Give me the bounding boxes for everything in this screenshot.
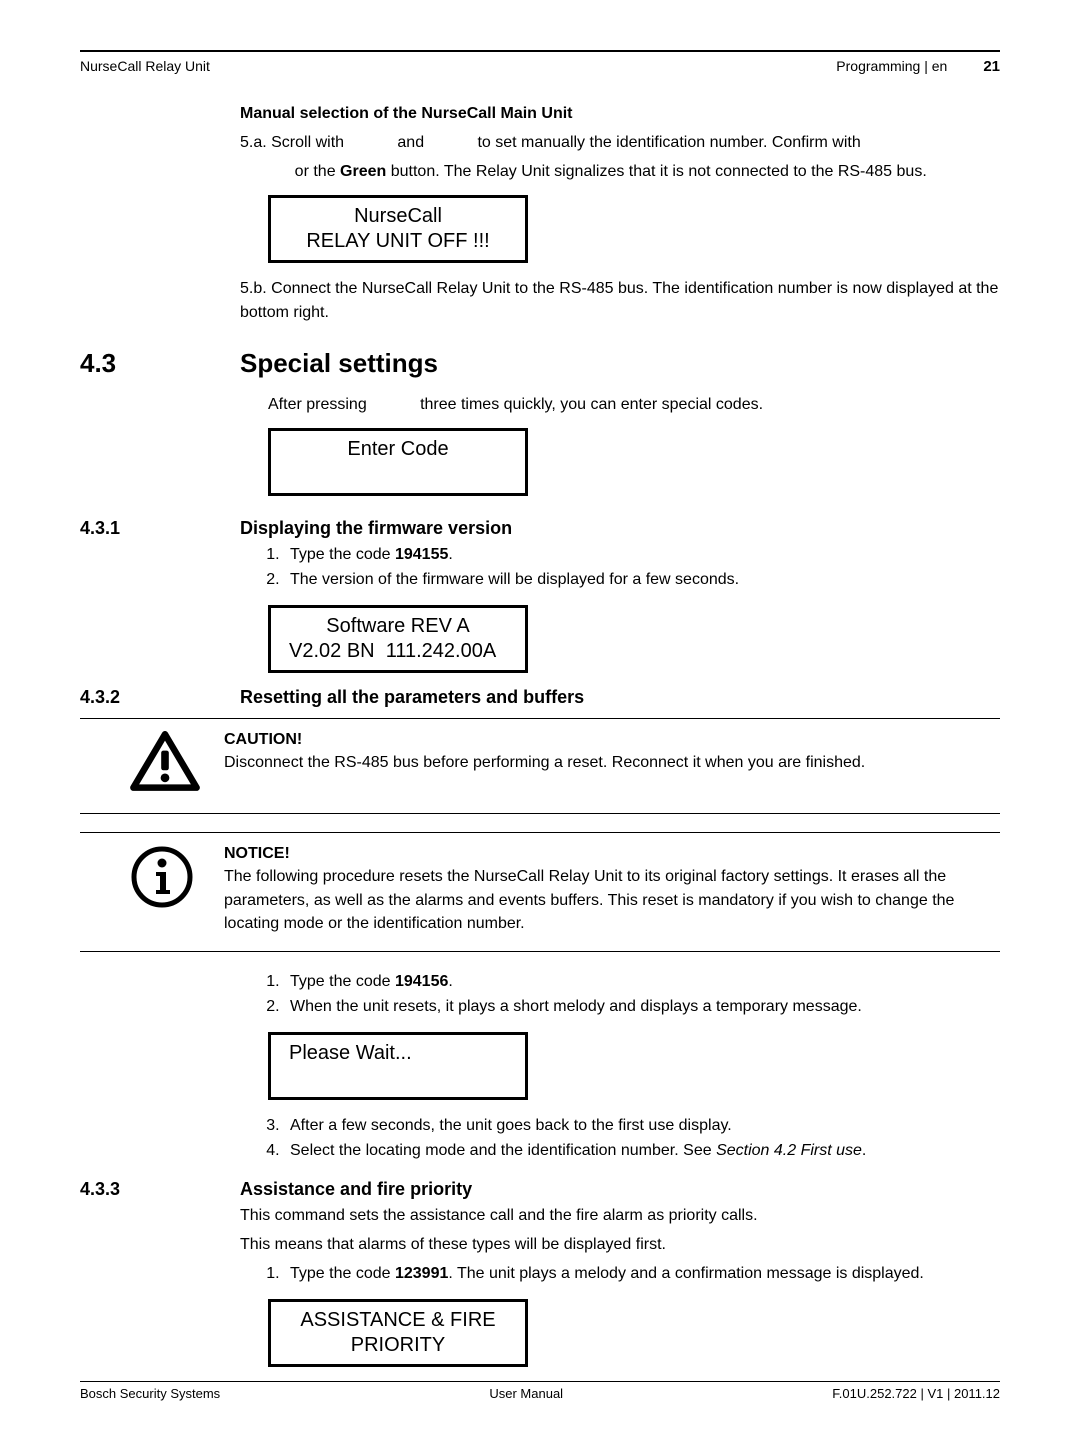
section-4-3-2-heading: 4.3.2 Resetting all the parameters and b… [240, 687, 1000, 708]
list-item: The version of the firmware will be disp… [284, 568, 1000, 591]
caution-callout: CAUTION! Disconnect the RS-485 bus befor… [80, 718, 1000, 814]
lcd-firmware: Software REV A V2.02 BN 111.242.00A [268, 605, 528, 673]
info-circle-icon [130, 845, 200, 914]
page-number: 21 [983, 58, 1000, 75]
list-item: Type the code 194156. [284, 970, 1000, 993]
section-number: 4.3.3 [80, 1179, 120, 1200]
header-right-label: Programming | en [836, 58, 947, 74]
section-number: 4.3 [80, 348, 116, 379]
list-item: Type the code 194155. [284, 543, 1000, 566]
page-footer: Bosch Security Systems User Manual F.01U… [80, 1381, 1000, 1401]
notice-text: The following procedure resets the Nurse… [224, 865, 990, 935]
list-item: After a few seconds, the unit goes back … [284, 1114, 1000, 1137]
lcd-line [289, 462, 507, 487]
list-item: When the unit resets, it plays a short m… [284, 995, 1000, 1018]
lcd-line [289, 1066, 507, 1091]
lcd-line: PRIORITY [289, 1333, 507, 1358]
section-4-3-1-heading: 4.3.1 Displaying the firmware version [240, 518, 1000, 539]
lcd-line: V2.02 BN 111.242.00A [289, 639, 507, 664]
lcd-line: ASSISTANCE & FIRE [289, 1308, 507, 1333]
lcd-line: Enter Code [289, 437, 507, 462]
lcd-enter-code: Enter Code [268, 428, 528, 496]
step-5b: 5.b. Connect the NurseCall Relay Unit to… [240, 277, 1000, 323]
lcd-line: Software REV A [289, 614, 507, 639]
lcd-please-wait: Please Wait... [268, 1032, 528, 1100]
footer-center: User Manual [489, 1386, 563, 1401]
section-title: Assistance and fire priority [240, 1179, 472, 1199]
s433-p1: This command sets the assistance call an… [240, 1204, 1000, 1227]
lcd-relay-off: NurseCall RELAY UNIT OFF !!! [268, 195, 528, 263]
list-item: Type the code 123991. The unit plays a m… [284, 1262, 1000, 1285]
manual-selection-heading: Manual selection of the NurseCall Main U… [240, 105, 1000, 123]
s431-steps: Type the code 194155. The version of the… [284, 543, 1000, 591]
step-5a-line1: 5.a. Scroll with and to set manually the… [240, 131, 1000, 154]
section-title: Special settings [240, 348, 438, 378]
section-title: Resetting all the parameters and buffers [240, 687, 584, 707]
s433-steps: Type the code 123991. The unit plays a m… [284, 1262, 1000, 1285]
caution-text: Disconnect the RS-485 bus before perform… [224, 751, 990, 774]
lcd-line: NurseCall [289, 204, 507, 229]
warning-triangle-icon [130, 731, 200, 797]
s43-intro: After pressing three times quickly, you … [268, 393, 1000, 416]
section-number: 4.3.2 [80, 687, 120, 708]
s432-steps-a: Type the code 194156. When the unit rese… [284, 970, 1000, 1018]
top-rule [80, 50, 1000, 52]
lcd-assist-fire: ASSISTANCE & FIRE PRIORITY [268, 1299, 528, 1367]
lcd-line: Please Wait... [289, 1041, 507, 1066]
list-item: Select the locating mode and the identif… [284, 1139, 1000, 1162]
s433-p2: This means that alarms of these types wi… [240, 1233, 1000, 1256]
section-number: 4.3.1 [80, 518, 120, 539]
header-left: NurseCall Relay Unit [80, 58, 210, 75]
section-4-3-3-heading: 4.3.3 Assistance and fire priority [240, 1179, 1000, 1200]
section-4-3-heading: 4.3 Special settings [240, 348, 1000, 379]
notice-callout: NOTICE! The following procedure resets t… [80, 832, 1000, 952]
s432-steps-b: After a few seconds, the unit goes back … [284, 1114, 1000, 1162]
lcd-line: RELAY UNIT OFF !!! [289, 229, 507, 254]
notice-title: NOTICE! [224, 845, 990, 863]
footer-left: Bosch Security Systems [80, 1386, 220, 1401]
caution-title: CAUTION! [224, 731, 990, 749]
section-title: Displaying the firmware version [240, 518, 512, 538]
footer-right: F.01U.252.722 | V1 | 2011.12 [832, 1386, 1000, 1401]
step-5a-line2: or the Green button. The Relay Unit sign… [268, 160, 1000, 183]
page-header: NurseCall Relay Unit Programming | en 21 [80, 58, 1000, 75]
